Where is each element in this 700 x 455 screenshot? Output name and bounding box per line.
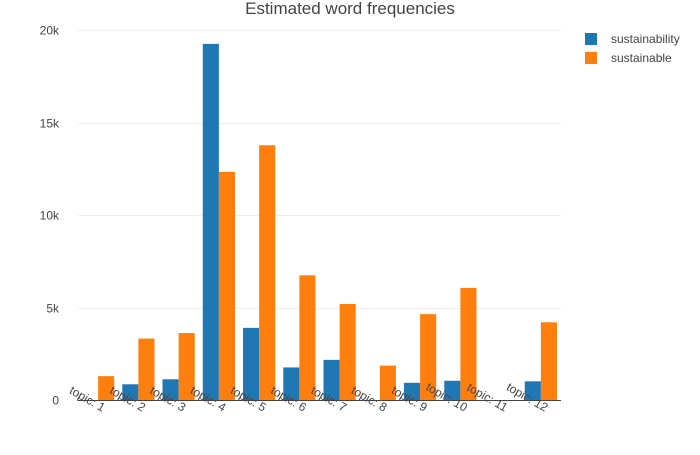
legend-swatch [585,33,597,45]
grid-lines [78,30,561,309]
chart-title: Estimated word frequencies [245,0,455,18]
bar-sustainability-12[interactable] [524,381,541,400]
y-tick-label: 5k [46,302,60,316]
bar-sustainable-2[interactable] [138,338,155,400]
bar-sustainability-5[interactable] [243,327,260,400]
bar-sustainable-8[interactable] [379,365,396,400]
bar-sustainability-3[interactable] [162,379,179,400]
bar-sustainability-6[interactable] [283,367,300,400]
bar-sustainability-9[interactable] [404,382,421,400]
bar-sustainable-9[interactable] [420,314,437,400]
bar-sustainable-6[interactable] [299,275,316,400]
bar-sustainable-3[interactable] [178,333,195,400]
y-tick-label: 20k [40,24,60,38]
legend[interactable]: sustainability sustainable [585,32,680,65]
y-tick-label: 10k [40,209,60,223]
bar-sustainable-12[interactable] [540,322,557,400]
y-tick-label: 15k [40,117,60,131]
y-axis-ticks: 0 5k 10k 15k 20k [40,24,60,408]
legend-label: sustainable [611,51,672,65]
legend-swatch [585,52,597,64]
bar-sustainability-4[interactable] [202,43,219,400]
bars [98,43,557,400]
bar-sustainable-7[interactable] [339,303,356,400]
legend-label: sustainability [611,32,680,46]
bar-sustainability-10[interactable] [444,380,461,400]
bar-sustainable-10[interactable] [460,287,477,400]
bar-sustainable-4[interactable] [218,171,235,400]
legend-item-sustainable[interactable]: sustainable [585,51,672,65]
bar-sustainability-2[interactable] [122,384,139,400]
bar-sustainability-7[interactable] [323,359,340,400]
bar-sustainable-5[interactable] [259,145,276,400]
bar-sustainable-1[interactable] [98,376,115,400]
legend-item-sustainability[interactable]: sustainability [585,32,680,46]
y-tick-label: 0 [52,394,59,408]
